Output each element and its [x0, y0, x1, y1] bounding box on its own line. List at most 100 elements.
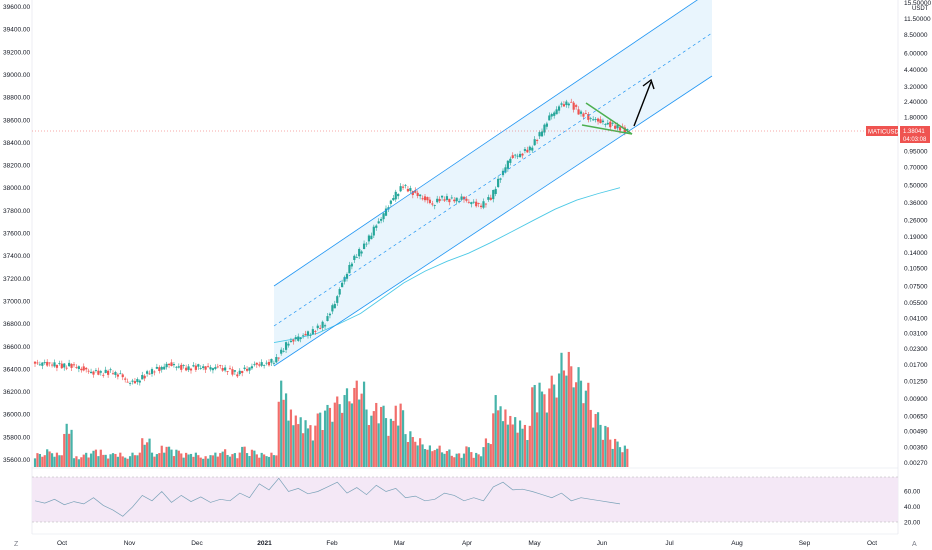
volume-bar	[50, 453, 54, 467]
candle-body	[63, 363, 66, 368]
volume-bar	[394, 405, 397, 467]
volume-bar	[350, 403, 353, 467]
volume-bar	[333, 402, 336, 467]
volume-bar	[155, 454, 158, 467]
volume-bar	[33, 458, 37, 467]
volume-bar	[70, 429, 73, 467]
candle-body	[236, 374, 239, 377]
volume-bar	[487, 442, 490, 467]
candle-body	[421, 198, 424, 200]
wedge-upper-line[interactable]	[585, 102, 633, 135]
volume-bar	[224, 449, 227, 467]
candle-body	[409, 188, 412, 191]
channel-lower-line[interactable]	[273, 75, 713, 367]
volume-bar	[180, 453, 183, 467]
candle-body	[521, 153, 524, 156]
volume-bar	[365, 409, 368, 467]
left-tick-label: 37600.00	[3, 231, 30, 238]
candle-body	[189, 368, 193, 371]
right-tick-label: 0.70000	[904, 165, 928, 172]
candle-body	[343, 277, 346, 282]
volume-bar	[258, 457, 261, 467]
candle-body	[119, 373, 122, 375]
candle-body	[462, 196, 466, 200]
time-tick-label: Feb	[326, 540, 338, 547]
candle-body	[160, 366, 163, 370]
candle-body	[614, 125, 617, 129]
candle-body	[194, 365, 197, 370]
auto-scale-button[interactable]: A	[912, 541, 917, 548]
volume-bar	[41, 456, 44, 467]
candle-body	[304, 333, 307, 336]
candle-body	[606, 122, 609, 125]
candle-body	[404, 184, 407, 186]
candle-body	[136, 379, 139, 382]
volume-bar	[497, 410, 500, 467]
volume-bar	[523, 424, 527, 467]
volume-bar	[94, 449, 98, 467]
candle-body	[497, 178, 500, 187]
candle-body	[211, 368, 215, 371]
right-tick-label: 0.95000	[904, 148, 928, 155]
volume-bar	[621, 452, 624, 467]
candle-body	[180, 364, 183, 370]
candle-body	[146, 371, 149, 374]
right-tick-label: 0.04100	[904, 315, 928, 322]
right-tick-label: 0.36000	[904, 200, 928, 207]
volume-bar	[228, 456, 232, 467]
candle-body	[85, 367, 88, 370]
candle-body	[226, 371, 229, 372]
left-tick-label: 38400.00	[3, 140, 30, 147]
candle-body	[348, 264, 351, 274]
right-tick-label: 0.10500	[904, 265, 928, 272]
volume-bar	[243, 446, 246, 467]
candle-body	[565, 101, 568, 105]
candle-body	[280, 349, 283, 354]
timezone-button[interactable]: Z	[14, 541, 19, 548]
candle-body	[150, 369, 154, 374]
volume-bar	[455, 453, 458, 467]
volume-bar	[409, 431, 412, 467]
candle-body	[197, 364, 200, 367]
volume-bar	[133, 455, 137, 467]
candle-body	[94, 370, 98, 371]
volume-bar	[153, 456, 156, 467]
volume-bar	[128, 456, 132, 467]
volume-bar	[345, 388, 349, 467]
candle-body	[331, 305, 334, 312]
volume-bar	[265, 456, 268, 467]
volume-bar	[231, 454, 234, 467]
candle-body	[309, 334, 312, 336]
volume-bar	[582, 403, 585, 467]
volume-bar	[399, 403, 402, 467]
candle-body	[126, 381, 129, 383]
time-tick-label: Nov	[124, 540, 136, 547]
right-tick-label: 11.50000	[904, 16, 931, 23]
currency-unit: USDT	[912, 6, 929, 12]
channel-mid-line[interactable]	[273, 32, 713, 327]
breakout-arrow[interactable]	[633, 81, 652, 127]
candle-body	[406, 188, 410, 192]
volume-bar	[121, 456, 124, 467]
wedge-lower-line[interactable]	[581, 124, 633, 135]
volume-bar	[419, 438, 422, 467]
volume-bar	[358, 399, 361, 467]
volume-bar	[604, 425, 607, 467]
volume-bar	[116, 456, 119, 467]
channel-upper-line[interactable]	[273, 0, 712, 287]
candle-body	[538, 132, 541, 137]
left-tick-label: 38800.00	[3, 95, 30, 102]
rsi-tick-label: 40.00	[904, 504, 921, 511]
candle-body	[499, 178, 502, 180]
volume-bar	[297, 424, 300, 467]
candle-body	[411, 191, 414, 196]
candle-body	[567, 103, 570, 106]
candle-body	[297, 336, 300, 341]
candle-body	[553, 112, 556, 116]
volume-bar	[131, 452, 134, 467]
volume-bar	[75, 456, 78, 467]
candle-body	[562, 104, 566, 107]
volume-bar	[587, 382, 590, 467]
volume-bar	[484, 438, 488, 467]
